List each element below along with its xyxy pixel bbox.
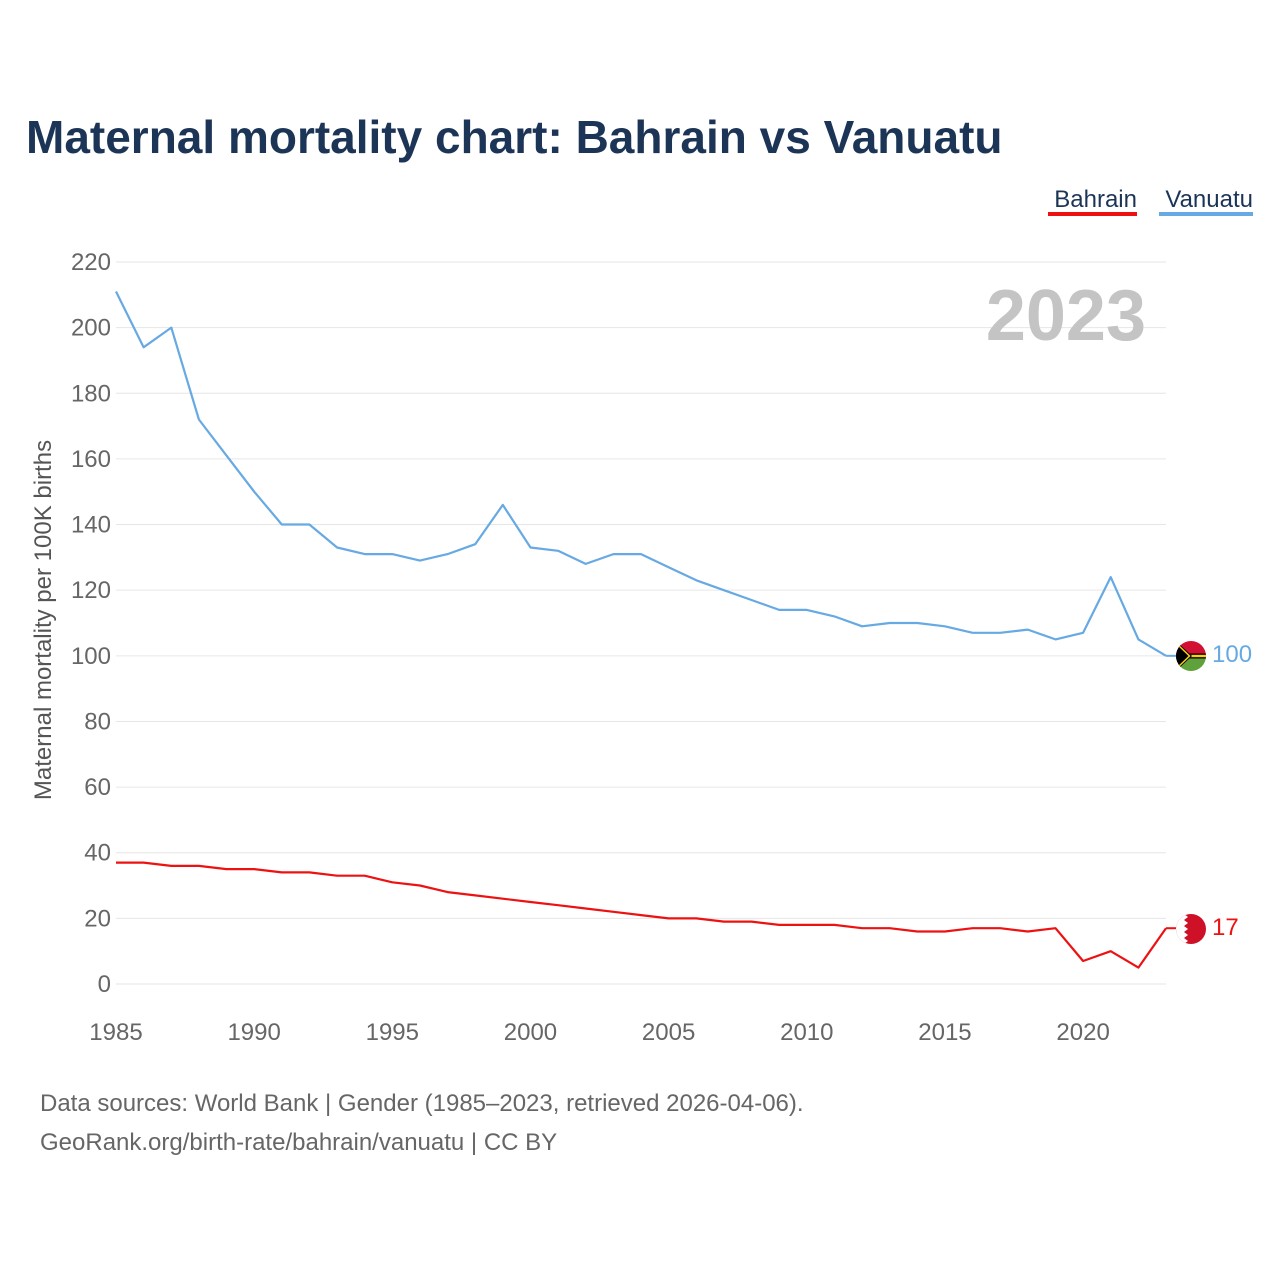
- legend-bahrain-label[interactable]: Bahrain: [1054, 186, 1137, 213]
- vanuatu-end-label: 100: [1212, 641, 1252, 668]
- y-tick-label: 140: [71, 512, 111, 539]
- y-tick-label: 180: [71, 380, 111, 407]
- y-tick-label: 60: [84, 774, 111, 801]
- bahrain-end-label: 17: [1212, 914, 1239, 941]
- x-tick-label: 1990: [227, 1019, 280, 1046]
- y-axis-label: Maternal mortality per 100K births: [30, 440, 57, 800]
- source-line-2[interactable]: GeoRank.org/birth-rate/bahrain/vanuatu |…: [40, 1129, 557, 1156]
- legend: Bahrain Vanuatu: [1048, 186, 1253, 216]
- bahrain-flag-icon: [1176, 914, 1206, 944]
- year-watermark: 2023: [986, 276, 1146, 356]
- y-tick-label: 20: [84, 905, 111, 932]
- y-tick-label: 40: [84, 840, 111, 867]
- series-layer: [115, 291, 1176, 969]
- series-line-bahrain[interactable]: [116, 861, 1167, 969]
- chart-title: Maternal mortality chart: Bahrain vs Van…: [26, 111, 1003, 163]
- x-tick-label: 2005: [642, 1019, 695, 1046]
- x-tick-label: 2015: [918, 1019, 971, 1046]
- y-tick-label: 0: [98, 971, 111, 998]
- y-tick-label: 120: [71, 577, 111, 604]
- y-tick-label: 220: [71, 249, 111, 276]
- x-axis-ticks: 1985 1990 1995 2000 2005 2010 2015 2020: [89, 1019, 1109, 1046]
- legend-vanuatu-label[interactable]: Vanuatu: [1165, 186, 1253, 213]
- x-tick-label: 1985: [89, 1019, 142, 1046]
- vanuatu-flag-icon: [1176, 641, 1206, 671]
- y-axis-ticks: 0 20 40 60 80 100 120 140 160 180 200 220: [71, 249, 111, 998]
- series-line-vanuatu[interactable]: [115, 291, 1167, 657]
- grid: [116, 261, 1166, 985]
- y-tick-label: 80: [84, 708, 111, 735]
- source-line-1: Data sources: World Bank | Gender (1985–…: [40, 1090, 804, 1117]
- x-tick-label: 2000: [504, 1019, 557, 1046]
- x-tick-label: 2020: [1056, 1019, 1109, 1046]
- x-tick-label: 1995: [366, 1019, 419, 1046]
- y-tick-label: 200: [71, 315, 111, 342]
- y-tick-label: 160: [71, 446, 111, 473]
- x-tick-label: 2010: [780, 1019, 833, 1046]
- y-tick-label: 100: [71, 643, 111, 670]
